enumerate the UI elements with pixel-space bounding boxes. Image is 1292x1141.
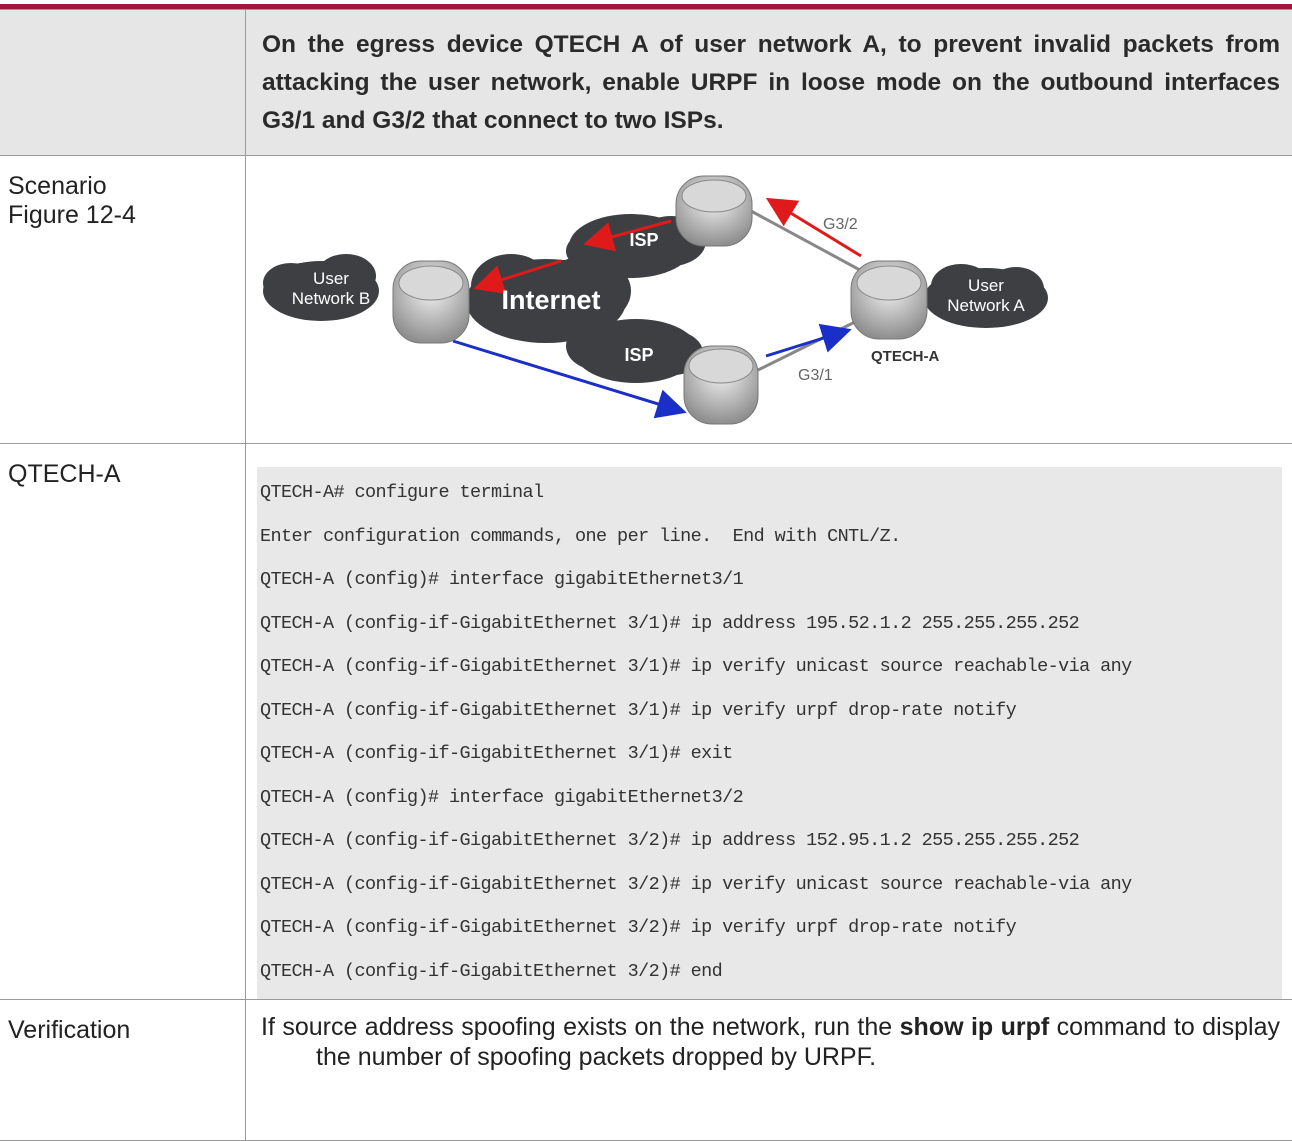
cloud-label: Network B <box>292 289 370 308</box>
code-line: Enter configuration commands, one per li… <box>259 515 1282 559</box>
code-line: QTECH-A (config-if-GigabitEthernet 3/2)#… <box>259 819 1282 863</box>
verification-row: Verification If source address spoofing … <box>0 1000 1292 1141</box>
cloud-label: Internet <box>501 285 600 315</box>
code-line: QTECH-A (config-if-GigabitEthernet 3/1)#… <box>259 732 1282 776</box>
label-line: Figure 12-4 <box>8 201 136 229</box>
cloud-label: ISP <box>629 230 658 250</box>
cloud-label: Network A <box>947 296 1025 315</box>
device-label: QTECH-A <box>871 348 939 365</box>
verification-cell: If source address spoofing exists on the… <box>246 1000 1292 1141</box>
code-line: QTECH-A (config-if-GigabitEthernet 3/2)#… <box>259 906 1282 950</box>
label-cell: Verification <box>0 1000 246 1141</box>
code-line: QTECH-A (config)# interface gigabitEther… <box>259 558 1282 602</box>
row-label: Verification <box>0 1000 245 1045</box>
config-table: On the egress device QTECH A of user net… <box>0 9 1292 1141</box>
header-empty-cell <box>0 10 246 156</box>
code-line: QTECH-A# configure terminal <box>259 471 1282 515</box>
code-line: QTECH-A (config-if-GigabitEthernet 3/2)#… <box>259 863 1282 907</box>
code-line: QTECH-A (config-if-GigabitEthernet 3/2)#… <box>259 950 1282 994</box>
code-line: QTECH-A (config-if-GigabitEthernet 3/1)#… <box>259 689 1282 733</box>
header-text: On the egress device QTECH A of user net… <box>246 10 1292 140</box>
code-line: QTECH-A (config-if-GigabitEthernet 3/1)#… <box>259 602 1282 646</box>
code-line: QTECH-A (config)# interface gigabitEther… <box>259 776 1282 820</box>
figure-cell: User Network B Internet ISP ISP User Net… <box>246 156 1292 444</box>
header-cell: On the egress device QTECH A of user net… <box>246 10 1292 156</box>
command-text: show ip urpf <box>900 1013 1050 1041</box>
verification-text: If source address spoofing exists on the… <box>246 1000 1292 1072</box>
header-row: On the egress device QTECH A of user net… <box>0 10 1292 156</box>
cloud-label: User <box>313 269 349 288</box>
text-run: If source address spoofing exists on the… <box>261 1013 900 1041</box>
code-line: QTECH-A (config-if-GigabitEthernet 3/1)#… <box>259 645 1282 689</box>
label-line: Scenario <box>8 172 107 200</box>
cloud-label: User <box>968 276 1004 295</box>
label-cell: QTECH-A <box>0 444 246 1000</box>
cloud-label: ISP <box>624 345 653 365</box>
interface-label: G3/2 <box>823 216 858 233</box>
interface-label: G3/1 <box>798 367 833 384</box>
topology-diagram: User Network B Internet ISP ISP User Net… <box>246 156 1292 438</box>
row-label: QTECH-A <box>0 444 245 489</box>
